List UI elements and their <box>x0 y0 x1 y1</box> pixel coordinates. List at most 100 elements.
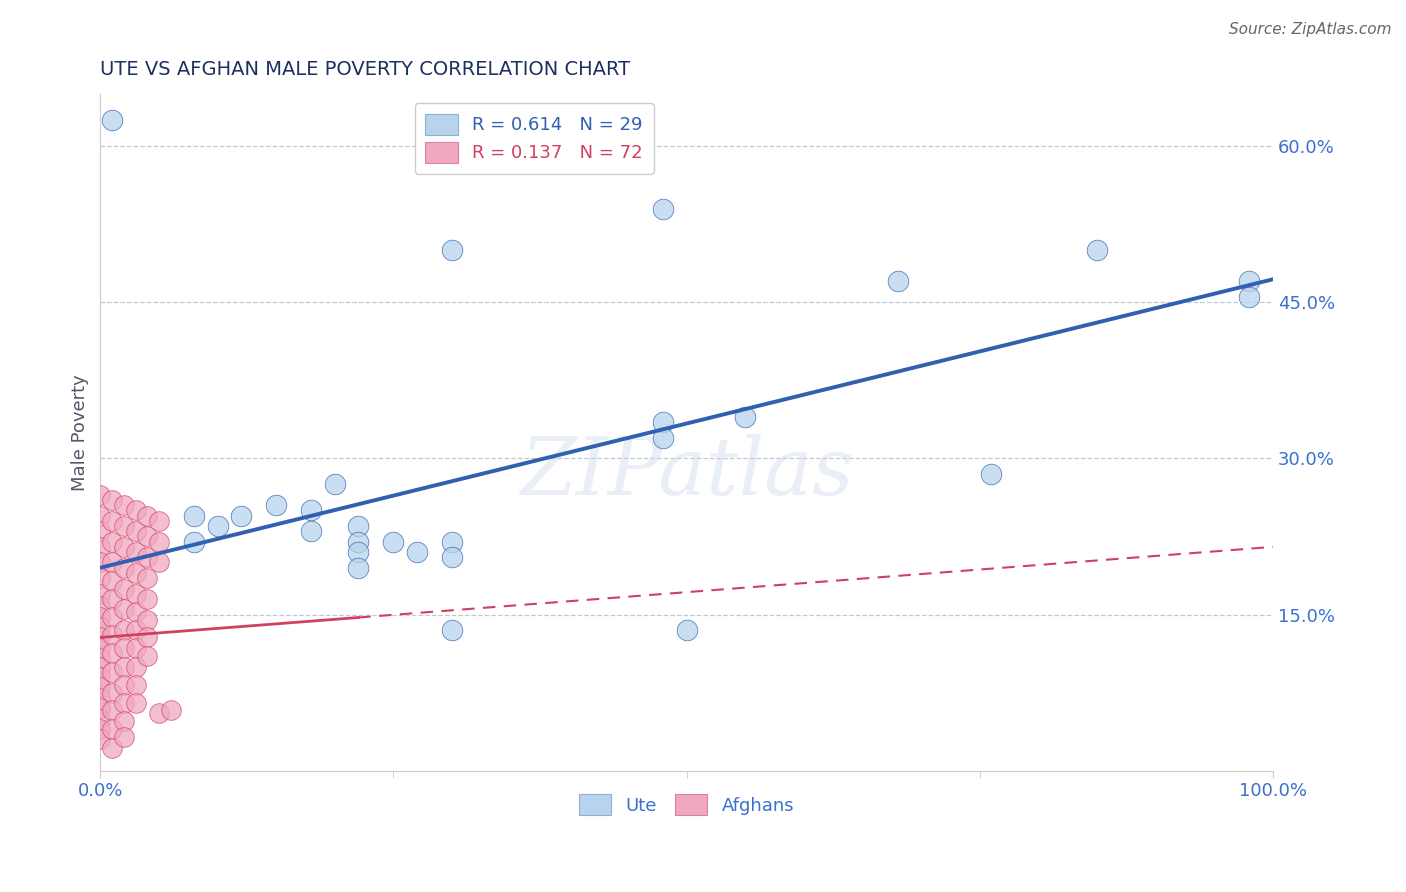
Y-axis label: Male Poverty: Male Poverty <box>72 374 89 491</box>
Point <box>347 545 370 559</box>
Point <box>136 613 159 627</box>
Point <box>124 623 146 637</box>
Point <box>441 550 464 565</box>
Point <box>124 566 146 580</box>
Point <box>89 609 111 624</box>
Point <box>101 534 124 549</box>
Point <box>101 609 124 624</box>
Text: Source: ZipAtlas.com: Source: ZipAtlas.com <box>1229 22 1392 37</box>
Point <box>89 681 111 695</box>
Point <box>124 503 146 517</box>
Point <box>89 670 111 684</box>
Point <box>347 534 370 549</box>
Point <box>148 534 170 549</box>
Point <box>136 649 159 664</box>
Point <box>112 678 135 692</box>
Point <box>441 623 464 637</box>
Point <box>112 659 135 673</box>
Point <box>136 529 159 543</box>
Point <box>652 431 675 445</box>
Point <box>101 591 124 606</box>
Point <box>112 602 135 616</box>
Point <box>886 274 908 288</box>
Point <box>89 599 111 614</box>
Legend: Ute, Afghans: Ute, Afghans <box>571 788 801 822</box>
Point <box>101 703 124 717</box>
Point <box>124 545 146 559</box>
Point <box>229 508 252 523</box>
Point <box>101 113 124 128</box>
Point <box>124 606 146 620</box>
Point <box>675 623 697 637</box>
Point <box>89 571 111 585</box>
Point <box>183 534 205 549</box>
Point <box>112 540 135 554</box>
Point <box>89 631 111 645</box>
Point <box>101 628 124 642</box>
Point <box>89 722 111 736</box>
Point <box>101 685 124 699</box>
Point <box>1085 243 1108 257</box>
Point <box>89 587 111 601</box>
Point <box>89 620 111 634</box>
Point <box>89 690 111 705</box>
Point <box>652 202 675 216</box>
Point <box>101 556 124 570</box>
Point <box>441 534 464 549</box>
Point <box>89 701 111 715</box>
Point <box>101 646 124 660</box>
Point <box>299 503 322 517</box>
Point <box>124 524 146 539</box>
Point <box>406 545 429 559</box>
Point <box>136 508 159 523</box>
Point <box>89 524 111 539</box>
Point <box>112 498 135 512</box>
Point <box>148 514 170 528</box>
Point <box>1239 274 1261 288</box>
Point <box>101 665 124 679</box>
Point <box>124 659 146 673</box>
Point <box>136 631 159 645</box>
Point <box>89 508 111 523</box>
Point <box>89 659 111 673</box>
Point <box>299 524 322 539</box>
Point <box>112 731 135 745</box>
Point <box>112 714 135 728</box>
Point <box>112 519 135 533</box>
Point <box>159 703 181 717</box>
Point <box>264 498 287 512</box>
Point <box>101 493 124 508</box>
Point <box>112 623 135 637</box>
Point <box>101 514 124 528</box>
Point <box>101 722 124 736</box>
Point <box>382 534 405 549</box>
Point <box>183 508 205 523</box>
Point <box>112 560 135 574</box>
Point <box>124 587 146 601</box>
Point <box>323 477 346 491</box>
Point <box>124 678 146 692</box>
Point <box>89 556 111 570</box>
Point <box>148 556 170 570</box>
Point <box>124 696 146 710</box>
Point <box>136 550 159 565</box>
Point <box>101 740 124 755</box>
Point <box>347 519 370 533</box>
Point <box>136 591 159 606</box>
Point <box>148 706 170 721</box>
Point <box>101 574 124 589</box>
Text: ZIPatlas: ZIPatlas <box>520 434 853 512</box>
Point <box>112 696 135 710</box>
Point <box>112 640 135 655</box>
Point <box>89 732 111 747</box>
Point <box>734 409 756 424</box>
Point <box>89 488 111 502</box>
Point <box>112 582 135 596</box>
Point <box>89 712 111 726</box>
Point <box>441 243 464 257</box>
Text: UTE VS AFGHAN MALE POVERTY CORRELATION CHART: UTE VS AFGHAN MALE POVERTY CORRELATION C… <box>100 60 630 78</box>
Point <box>89 651 111 665</box>
Point <box>136 571 159 585</box>
Point <box>124 640 146 655</box>
Point <box>1239 290 1261 304</box>
